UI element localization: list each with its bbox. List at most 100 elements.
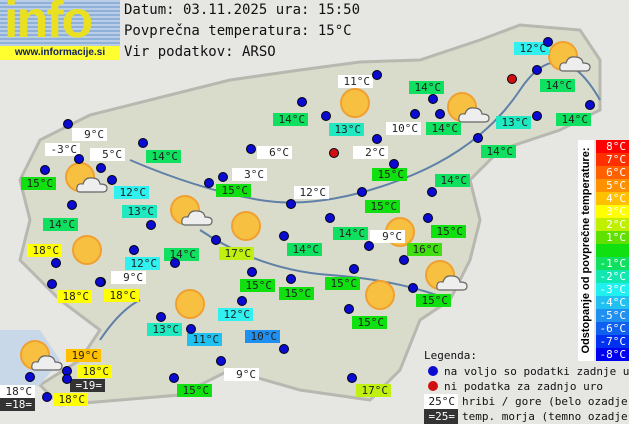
station-dot[interactable] — [146, 220, 156, 230]
average-temperature: Povprečna temperatura: 15°C — [124, 23, 352, 39]
station-temperature: 14°C — [481, 145, 516, 158]
station-dot[interactable] — [107, 175, 117, 185]
station-dot[interactable] — [473, 133, 483, 143]
scale-step: -4°C — [596, 296, 629, 309]
station-dot[interactable] — [95, 277, 105, 287]
station-dot[interactable] — [216, 356, 226, 366]
scale-step: -8°C — [596, 348, 629, 361]
station-dot[interactable] — [532, 65, 542, 75]
station-temperature: 14°C — [287, 243, 322, 256]
cloud-icon — [181, 210, 213, 226]
station-dot[interactable] — [237, 296, 247, 306]
station-temperature: 14°C — [409, 81, 444, 94]
station-temperature: 16°C — [407, 243, 442, 256]
station-temperature: 14°C — [164, 248, 199, 261]
data-source: Vir podatkov: ARSO — [124, 44, 276, 60]
legend-available: na voljo so podatki zadnje ure — [424, 364, 629, 379]
station-dot[interactable] — [364, 241, 374, 251]
station-temperature: 9°C — [72, 128, 107, 141]
station-temperature: 15°C — [365, 200, 400, 213]
sun-icon — [365, 280, 395, 310]
station-dot[interactable] — [40, 165, 50, 175]
station-dot[interactable] — [42, 392, 52, 402]
station-temperature: 15°C — [352, 316, 387, 329]
station-dot[interactable] — [156, 312, 166, 322]
station-dot[interactable] — [74, 154, 84, 164]
station-temperature: 14°C — [435, 174, 470, 187]
station-dot[interactable] — [286, 199, 296, 209]
station-dot[interactable] — [410, 109, 420, 119]
sun-icon — [340, 88, 370, 118]
station-dot[interactable] — [67, 200, 77, 210]
station-dot[interactable] — [297, 97, 307, 107]
station-temperature: 9°C — [370, 230, 405, 243]
legend-available-text: na voljo so podatki zadnje ure — [444, 365, 629, 378]
station-dot[interactable] — [186, 324, 196, 334]
scale-step: -1°C — [596, 257, 629, 270]
scale-step: 4°C — [596, 192, 629, 205]
station-dot[interactable] — [347, 373, 357, 383]
sea-sample: =25= — [424, 409, 458, 424]
station-dot[interactable] — [247, 267, 257, 277]
station-dot[interactable] — [408, 283, 418, 293]
logo-text: info — [4, 0, 93, 49]
station-dot[interactable] — [372, 70, 382, 80]
station-dot[interactable] — [47, 279, 57, 289]
station-dot[interactable] — [427, 187, 437, 197]
cloud-icon — [31, 355, 63, 371]
station-dot[interactable] — [349, 264, 359, 274]
station-temperature: 15°C — [416, 294, 451, 307]
station-dot[interactable] — [423, 213, 433, 223]
station-dot[interactable] — [62, 374, 72, 384]
station-temperature: 14°C — [146, 150, 181, 163]
legend-hill-text: hribi / gore (belo ozadje) — [462, 395, 629, 408]
station-dot[interactable] — [372, 134, 382, 144]
station-dot[interactable] — [25, 372, 35, 382]
station-dot[interactable] — [51, 258, 61, 268]
station-dot[interactable] — [96, 163, 106, 173]
station-dot[interactable] — [218, 172, 228, 182]
station-dot[interactable] — [399, 255, 409, 265]
station-dot[interactable] — [63, 119, 73, 129]
station-dot[interactable] — [138, 138, 148, 148]
station-dot[interactable] — [204, 178, 214, 188]
station-dot[interactable] — [246, 144, 256, 154]
station-dot[interactable] — [211, 235, 221, 245]
station-missing-dot[interactable] — [329, 148, 339, 158]
station-dot[interactable] — [428, 94, 438, 104]
station-temperature: 15°C — [21, 177, 56, 190]
station-dot[interactable] — [357, 187, 367, 197]
cloud-icon — [436, 275, 468, 291]
scale-step: 1°C — [596, 231, 629, 244]
station-dot[interactable] — [435, 109, 445, 119]
station-dot[interactable] — [286, 274, 296, 284]
station-dot[interactable] — [321, 111, 331, 121]
station-dot[interactable] — [543, 37, 553, 47]
station-dot[interactable] — [585, 100, 595, 110]
station-temperature: 6°C — [257, 146, 292, 159]
legend-missing: ni podatka za zadnjo uro — [424, 379, 603, 394]
station-temperature: 15°C — [177, 384, 212, 397]
logo[interactable]: info www.informacije.si — [0, 0, 120, 60]
legend-title: Legenda: — [424, 349, 477, 362]
station-dot[interactable] — [279, 344, 289, 354]
legend-sea: =25= temp. morja (temno ozadje) — [424, 409, 629, 424]
logo-url[interactable]: www.informacije.si — [0, 46, 120, 60]
station-temperature: 18°C — [27, 244, 62, 257]
station-dot[interactable] — [169, 373, 179, 383]
station-temperature: 18°C — [104, 289, 139, 302]
sun-icon — [231, 211, 261, 241]
station-dot[interactable] — [344, 304, 354, 314]
station-dot[interactable] — [129, 245, 139, 255]
station-dot[interactable] — [279, 231, 289, 241]
station-dot[interactable] — [389, 159, 399, 169]
station-dot[interactable] — [170, 258, 180, 268]
station-dot[interactable] — [532, 111, 542, 121]
station-dot[interactable] — [325, 213, 335, 223]
station-temperature: 15°C — [372, 168, 407, 181]
station-temperature: 10°C — [386, 122, 421, 135]
station-missing-dot[interactable] — [507, 74, 517, 84]
scale-step: 5°C — [596, 179, 629, 192]
station-temperature: 18°C — [57, 290, 92, 303]
station-temperature: 15°C — [279, 287, 314, 300]
